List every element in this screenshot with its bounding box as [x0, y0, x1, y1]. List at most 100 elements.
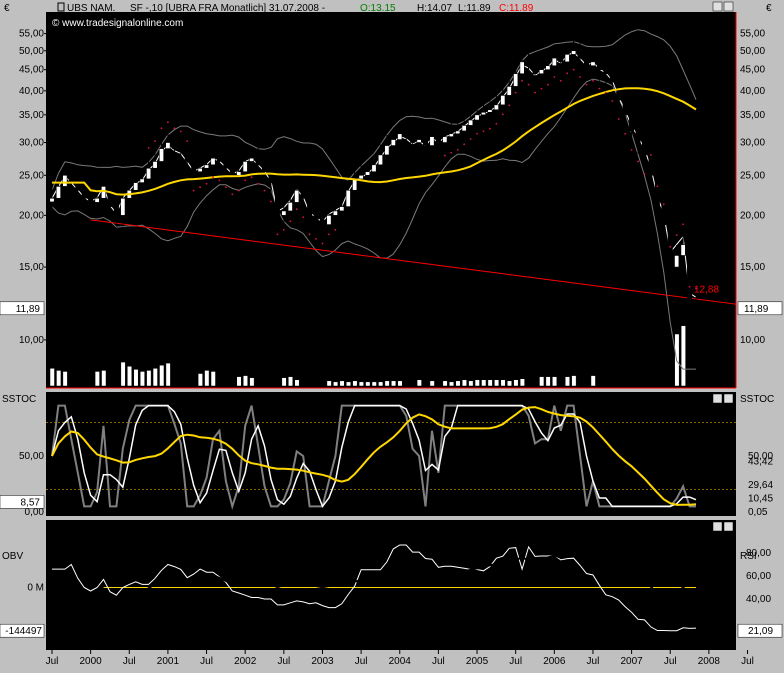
candle-body	[590, 61, 596, 67]
sar-dot	[218, 179, 221, 182]
x-tick-label: Jul	[200, 656, 213, 667]
volume-bar	[442, 380, 448, 387]
sar-dot	[192, 189, 195, 192]
sar-dot	[315, 237, 317, 240]
volume-bar	[49, 368, 55, 387]
price-tick-right: 15,00	[740, 262, 765, 273]
volume-bar	[217, 374, 223, 387]
candle-body	[358, 174, 364, 180]
sar-dot	[244, 179, 247, 182]
volume-bar	[455, 380, 461, 387]
candle-body	[107, 186, 113, 207]
candle-body	[603, 69, 609, 75]
volume-bar	[120, 361, 126, 387]
sar-dot	[572, 68, 575, 71]
price-tick-left: 55,00	[19, 29, 44, 40]
obv-close-button[interactable]	[723, 521, 734, 532]
candle-body	[365, 171, 371, 176]
candle-body	[75, 182, 81, 191]
sar-dot	[579, 76, 581, 78]
sar-dot	[282, 228, 285, 231]
price-tick-left: 15,00	[19, 262, 44, 273]
header-open: O:13.15	[360, 3, 396, 14]
candle-body	[687, 244, 693, 308]
sar-dot	[450, 151, 453, 154]
sar-dot	[482, 130, 485, 133]
candle-body	[635, 130, 641, 143]
rsi-tick: 60,00	[746, 571, 771, 582]
volume-bar	[584, 375, 590, 387]
candle-body	[242, 161, 248, 173]
close-button[interactable]	[723, 1, 734, 12]
volume-bar	[610, 374, 616, 387]
stoch-tick: 0,00	[25, 507, 45, 518]
volume-bar	[249, 377, 255, 387]
candle-body	[410, 136, 416, 143]
candle-body	[423, 139, 429, 146]
candle-body	[191, 161, 197, 173]
candle-body	[88, 197, 94, 203]
copyright-label: © www.tradesignalonline.com	[52, 18, 183, 29]
x-tick-label: Jul	[277, 656, 290, 667]
stoch-close-button[interactable]	[723, 393, 734, 404]
volume-bar	[326, 380, 332, 387]
sar-dot	[598, 87, 601, 90]
candle-body	[429, 136, 435, 146]
sar-dot	[495, 122, 498, 125]
sar-dot	[521, 79, 524, 82]
volume-bar	[661, 349, 667, 387]
sar-dot	[179, 130, 182, 133]
minimize-button[interactable]	[712, 1, 723, 12]
parabolic-sar	[147, 68, 697, 290]
candle-body	[236, 171, 242, 176]
volume-bar	[494, 379, 500, 387]
candle-body	[397, 133, 403, 140]
candle-body	[197, 167, 203, 173]
volume-bar	[242, 375, 248, 387]
candle-body	[274, 182, 280, 216]
volume-bar	[461, 379, 467, 387]
stoch-lines	[46, 404, 736, 511]
volume-bar	[635, 370, 641, 387]
volume-bar	[300, 378, 306, 387]
volume-bar	[526, 377, 532, 387]
main-panel	[46, 12, 736, 388]
candle-body	[545, 65, 551, 70]
sar-dot	[566, 72, 569, 75]
volume-bar	[603, 374, 609, 387]
volume-bar	[539, 376, 545, 387]
sar-dot	[199, 186, 202, 189]
volume-bar	[403, 380, 409, 387]
sar-dot	[154, 140, 156, 143]
sar-dot	[534, 91, 536, 94]
stoch-slow-line	[51, 406, 697, 506]
header-close: C:11.89	[499, 3, 534, 14]
obv-minimize-button[interactable]	[712, 521, 723, 532]
obv-panel	[46, 520, 736, 650]
x-tick-label: Jul	[123, 656, 136, 667]
candle-body	[319, 219, 325, 225]
last-price-box-left	[0, 301, 45, 316]
candle-body	[461, 125, 467, 132]
sar-dot	[302, 216, 305, 219]
volume-bar	[378, 381, 384, 387]
candle-body	[532, 65, 538, 75]
window-buttons[interactable]	[712, 1, 734, 12]
candle-body	[216, 157, 222, 162]
currency-label: €	[4, 3, 10, 14]
sar-dot	[334, 228, 337, 231]
volume-bar	[558, 375, 564, 387]
candle-body	[55, 186, 61, 199]
volume-bar	[236, 376, 242, 387]
stoch-minimize-button[interactable]	[712, 393, 723, 404]
x-tick-label: 2002	[234, 656, 257, 667]
candle-body	[661, 206, 667, 225]
volume-bar	[172, 373, 178, 387]
candle-body	[455, 130, 461, 135]
volume-bar	[474, 379, 480, 387]
candle-body	[113, 206, 119, 216]
last-price-left: 11,89	[16, 304, 41, 315]
volume-bar	[139, 371, 145, 387]
candle-body	[184, 151, 190, 162]
volume-bar	[262, 374, 268, 387]
